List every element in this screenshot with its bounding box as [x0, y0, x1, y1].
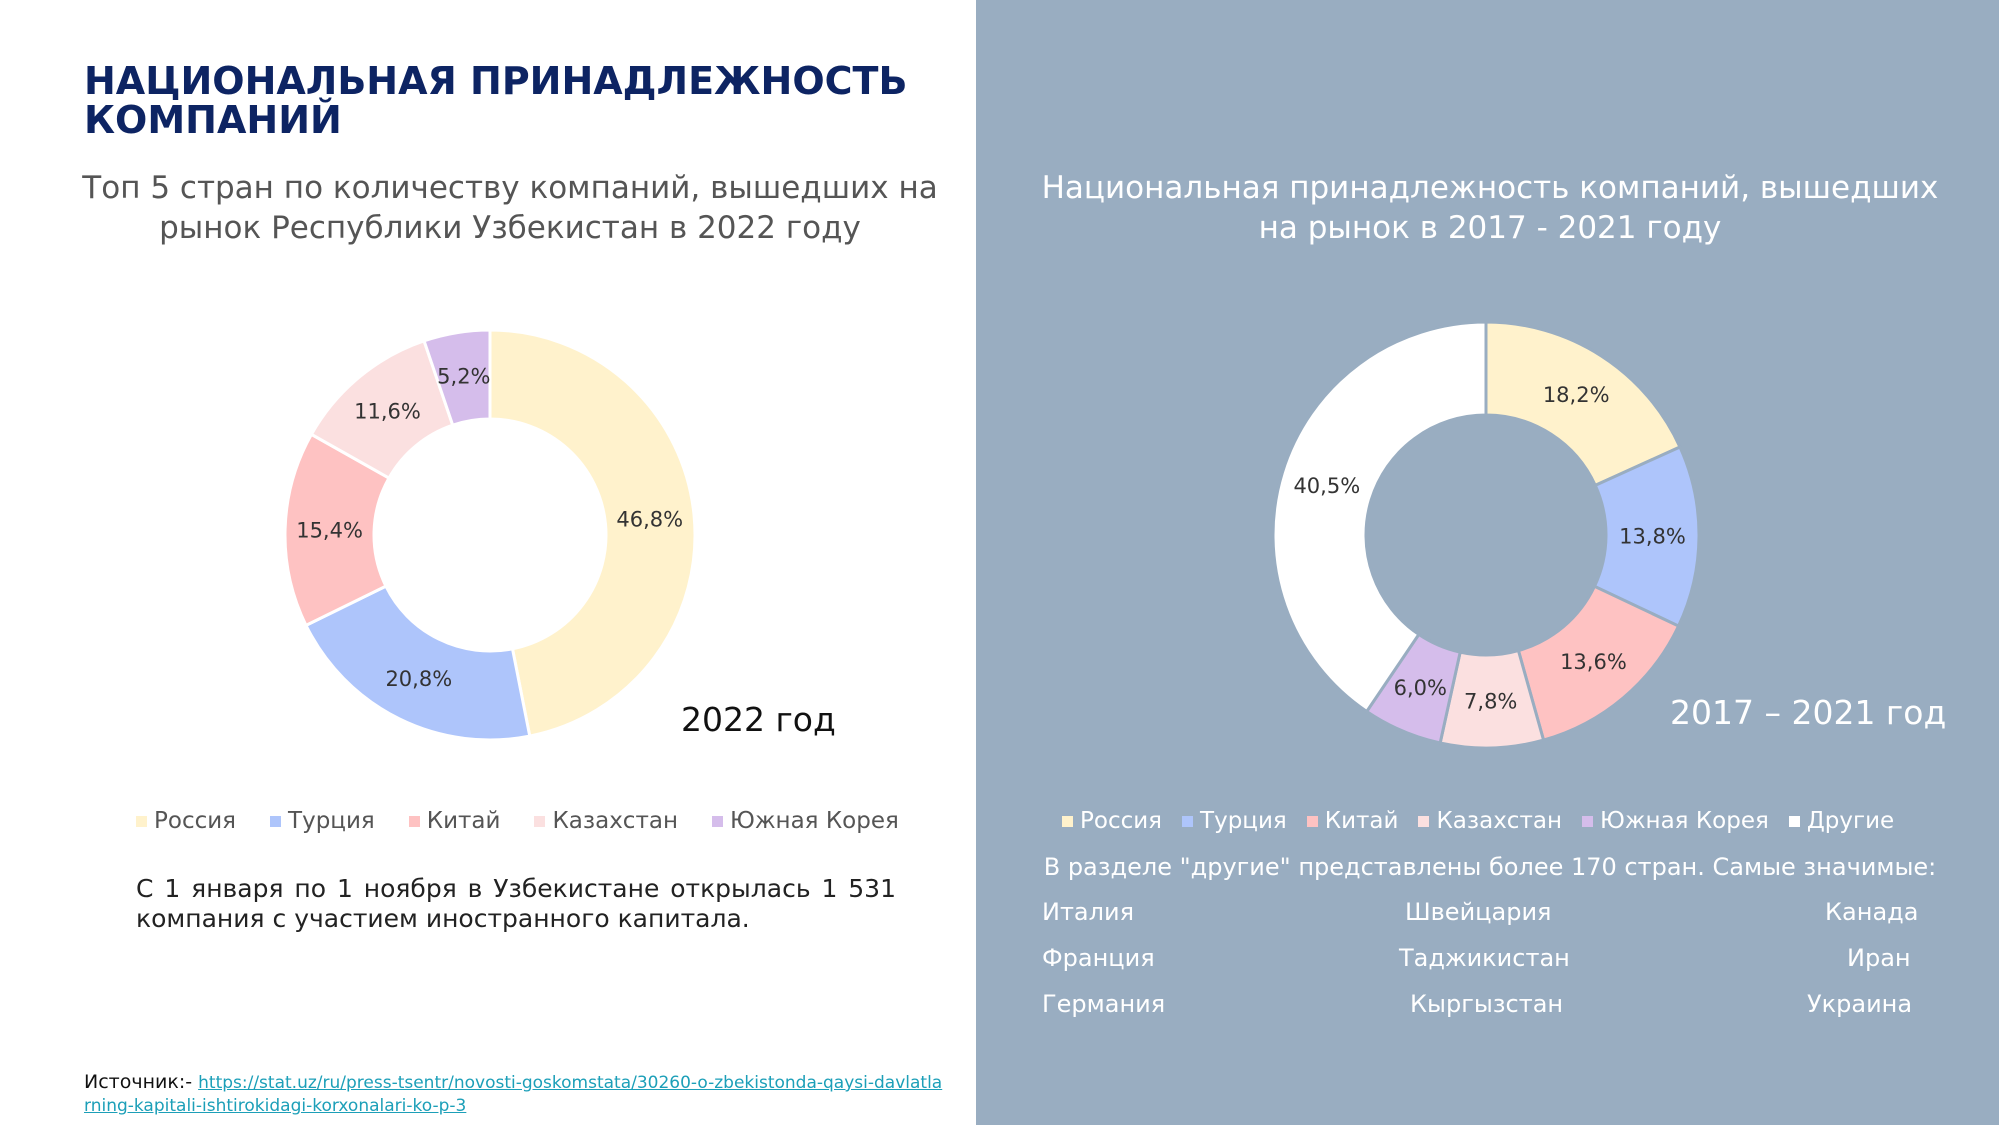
legend-swatch — [1788, 815, 1800, 827]
legend-item-1-2: Китай — [1306, 808, 1399, 834]
slice-label-0-1: 20,8% — [385, 667, 452, 691]
legend-label: Турция — [1200, 808, 1287, 834]
page-title: НАЦИОНАЛЬНАЯ ПРИНАДЛЕЖНОСТЬ КОМПАНИЙ — [84, 59, 908, 142]
country-italy: Италия — [1042, 898, 1135, 926]
legend-item-1-4: Южная Корея — [1582, 808, 1769, 834]
legend-label: Китай — [1324, 808, 1399, 834]
slice-label-0-2: 15,4% — [296, 518, 363, 542]
legend-label: Казахстан — [552, 808, 678, 834]
slice-label-0-3: 11,6% — [354, 399, 421, 423]
country-tajikistan: Таджикистан — [1399, 944, 1570, 972]
legend-label: Россия — [1080, 808, 1163, 834]
legend-label: Южная Корея — [1600, 808, 1769, 834]
right-panel — [976, 0, 1999, 1125]
legend-2022: Россия Турция Китай Казахстан Южная Корея — [136, 808, 933, 834]
legend-label: Турция — [288, 808, 375, 834]
slice-label-1-3: 7,8% — [1464, 689, 1517, 713]
legend-item-0-0: Россия — [136, 808, 236, 834]
chart-2022-title: Топ 5 стран по количеству компаний, выше… — [82, 170, 938, 246]
country-switzerland: Швейцария — [1405, 898, 1552, 926]
legend-label: Южная Корея — [730, 808, 899, 834]
legend-swatch — [534, 815, 546, 827]
legend-swatch — [270, 815, 282, 827]
slice-1-0 — [1484, 320, 1682, 488]
country-ukraine: Украина — [1807, 990, 1913, 1018]
slice-0-0 — [488, 328, 697, 738]
source: Источник:- https://stat.uz/ru/press-tsen… — [84, 1071, 944, 1117]
slice-0-4 — [422, 328, 492, 428]
chart-2017-2021-title: Национальная принадлежность компаний, вы… — [1041, 170, 1939, 246]
slice-label-1-2: 13,6% — [1560, 650, 1627, 674]
legend-swatch — [1062, 815, 1073, 827]
legend-swatch — [1418, 815, 1430, 827]
legend-item-1-0: Россия — [1062, 808, 1162, 834]
chart-2022-year-label: 2022 год — [681, 700, 836, 739]
legend-swatch — [712, 815, 723, 827]
legend-swatch — [1582, 815, 1593, 827]
source-link[interactable]: https://stat.uz/ru/press-tsentr/novosti-… — [84, 1073, 943, 1116]
legend-label: Россия — [154, 808, 237, 834]
country-iran: Иран — [1847, 944, 1911, 972]
left-panel — [0, 0, 976, 1125]
legend-item-0-4: Южная Корея — [712, 808, 899, 834]
legend-item-1-3: Казахстан — [1418, 808, 1562, 834]
legend-item-0-1: Турция — [270, 808, 375, 834]
legend-swatch — [1182, 815, 1194, 827]
legend-2017-2021: Россия Турция Китай Казахстан Южная Корея Дру… — [1062, 808, 1914, 834]
slice-label-1-5: 40,5% — [1293, 474, 1360, 498]
legend-swatch — [408, 815, 420, 827]
source-label: Источник:- — [84, 1071, 199, 1093]
country-germany: Германия — [1042, 990, 1166, 1018]
slice-label-1-1: 13,8% — [1619, 524, 1686, 548]
legend-label: Китай — [426, 808, 501, 834]
legend-label: Казахстан — [1436, 808, 1562, 834]
legend-swatch — [136, 815, 147, 827]
slice-label-0-0: 46,8% — [616, 507, 683, 531]
legend-label: Другие — [1806, 808, 1895, 834]
chart-2017-2021-year-label: 2017 – 2021 год — [1670, 693, 1947, 732]
slice-label-1-4: 6,0% — [1394, 676, 1447, 700]
country-kyrgyzstan: Кыргызстан — [1410, 990, 1564, 1018]
legend-item-1-5: Другие — [1788, 808, 1895, 834]
slice-0-1 — [303, 584, 532, 742]
legend-item-0-3: Казахстан — [534, 808, 678, 834]
slice-label-1-0: 18,2% — [1543, 383, 1610, 407]
country-france: Франция — [1042, 944, 1155, 972]
others-intro: В разделе "другие" представлены более 17… — [1043, 853, 1937, 881]
legend-item-0-2: Китай — [408, 808, 501, 834]
slice-1-5 — [1271, 320, 1488, 714]
country-canada: Канада — [1825, 898, 1919, 926]
legend-item-1-1: Турция — [1182, 808, 1287, 834]
summary-note: С 1 января по 1 ноября в Узбекистане отк… — [136, 874, 896, 933]
legend-swatch — [1306, 815, 1318, 827]
slice-label-0-4: 5,2% — [437, 365, 490, 389]
